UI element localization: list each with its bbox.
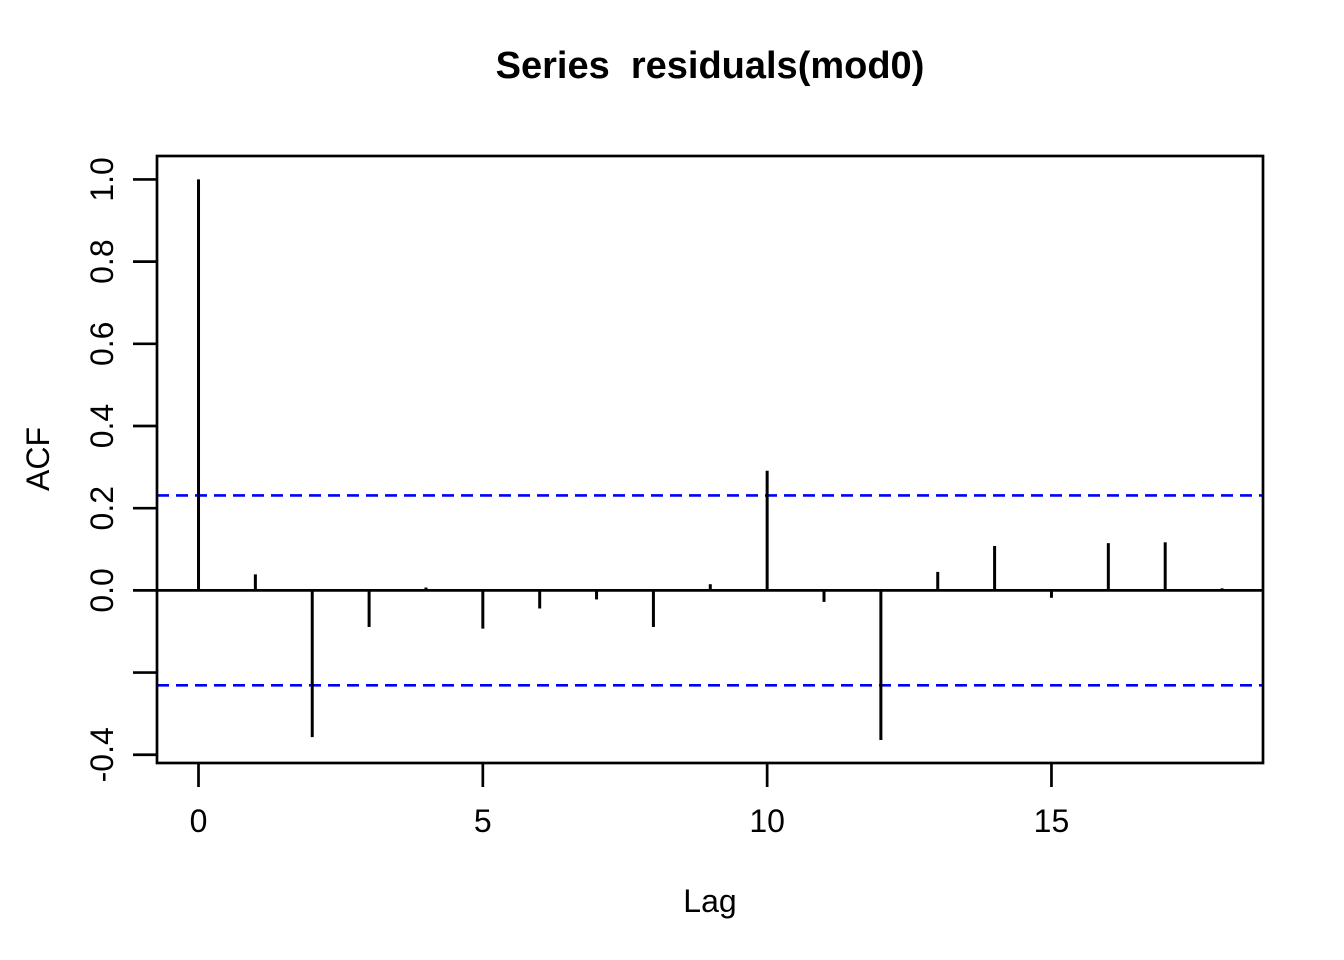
plot-title: Series residuals(mod0) xyxy=(496,45,925,87)
x-axis-label: Lag xyxy=(683,883,736,919)
plot-layer: 1.0 0.8 0.6 0.4 0.2 0.0 -0.4 0 5 10 15 xyxy=(84,154,1265,839)
x-tick-label: 0 xyxy=(190,803,208,839)
y-tick-label: 0.8 xyxy=(84,239,120,283)
x-tick-label: 5 xyxy=(474,803,492,839)
y-tick-label: 0.6 xyxy=(84,322,120,366)
x-tick-label: 10 xyxy=(749,803,785,839)
y-tick-label: 0.4 xyxy=(84,404,120,448)
x-tick-label: 15 xyxy=(1034,803,1070,839)
y-tick-label: -0.4 xyxy=(84,727,120,782)
y-tick-label: 1.0 xyxy=(84,157,120,201)
y-tick-label: 0.2 xyxy=(84,486,120,530)
y-tick-label: 0.0 xyxy=(84,568,120,612)
plot-frame xyxy=(155,154,1265,765)
y-axis-label: ACF xyxy=(20,427,56,491)
